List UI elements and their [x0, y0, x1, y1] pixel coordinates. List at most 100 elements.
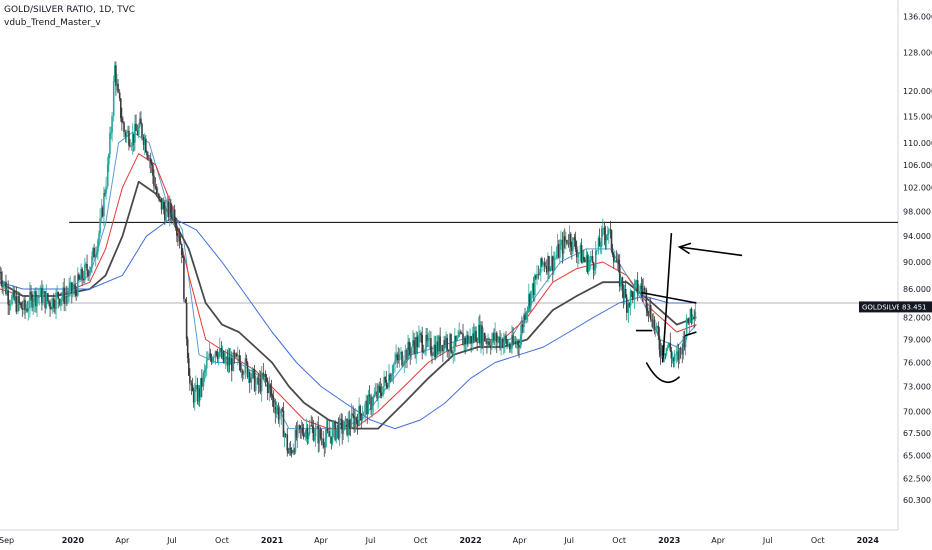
candle: [286, 427, 289, 457]
candle-body: [590, 256, 592, 261]
candle: [505, 330, 507, 344]
candle: [460, 329, 462, 335]
candle: [165, 199, 167, 222]
candle: [572, 237, 574, 254]
candle-body: [209, 353, 212, 358]
candle: [421, 326, 424, 360]
candle-body: [655, 325, 658, 328]
candle: [410, 346, 413, 360]
candle-body: [211, 357, 214, 363]
candle: [77, 267, 79, 298]
time-axis[interactable]: Sep 2020 Apr Jul Oct 2021 Apr Jul Oct 2022 Apr Jul O…: [0, 536, 879, 545]
candle: [356, 413, 359, 435]
candle-body: [432, 355, 434, 356]
candle: [238, 349, 241, 371]
candle-body: [516, 340, 518, 344]
candle-body: [431, 353, 433, 356]
candle: [629, 288, 632, 316]
candle: [26, 300, 29, 313]
candle: [292, 443, 295, 455]
candle-body: [408, 341, 410, 350]
candle-body: [653, 319, 656, 330]
candle-body: [197, 388, 200, 402]
candle: [224, 348, 227, 370]
candle-body: [79, 278, 81, 280]
candle: [409, 342, 412, 365]
candle: [446, 334, 449, 358]
arrow-head: [677, 242, 692, 255]
candle: [547, 252, 549, 283]
candle: [678, 347, 681, 364]
y-tick-label: 110.000: [903, 139, 932, 148]
candle-body: [156, 193, 159, 195]
candle-body: [402, 364, 404, 366]
candle-body: [694, 311, 697, 318]
candle-body: [12, 289, 14, 296]
candle-body: [630, 291, 633, 292]
candle: [198, 385, 201, 407]
candle: [653, 316, 656, 335]
candle-body: [524, 314, 526, 320]
candle-body: [545, 265, 548, 273]
candle: [185, 296, 188, 346]
candle: [467, 331, 469, 347]
candle-body: [689, 308, 692, 323]
candle: [464, 335, 466, 355]
candle: [666, 344, 669, 351]
candle-body: [99, 218, 101, 233]
candle: [216, 348, 219, 363]
candle-body: [414, 345, 416, 355]
candle: [514, 335, 517, 348]
candle: [280, 408, 283, 425]
candle-body: [20, 302, 23, 309]
candle-body: [155, 188, 158, 195]
candle-body: [317, 425, 320, 444]
candle-body: [189, 375, 191, 384]
candle: [137, 122, 140, 139]
candle-body: [19, 302, 21, 304]
candle: [302, 423, 305, 440]
candle-body: [678, 348, 681, 360]
candle: [450, 333, 452, 354]
candle-body: [102, 207, 104, 216]
candle-body: [565, 239, 567, 242]
candle-body: [162, 202, 165, 209]
candle: [488, 337, 490, 348]
candle-body: [69, 282, 71, 288]
candle: [143, 133, 146, 156]
candle-body: [262, 372, 265, 377]
candle-body: [442, 345, 444, 352]
candle-body: [449, 334, 451, 352]
candle-body: [245, 358, 248, 363]
candle-body: [534, 275, 536, 296]
candle-body: [592, 262, 595, 271]
candle-body: [380, 392, 383, 396]
candle: [590, 250, 592, 270]
candle-body: [557, 244, 560, 258]
candle: [376, 383, 378, 402]
candle-body: [322, 438, 324, 445]
candle-body: [50, 308, 52, 310]
candle: [466, 330, 468, 353]
indicator-label[interactable]: vdub_Trend_Master_v: [4, 18, 101, 28]
candle-body: [63, 287, 66, 304]
candle: [390, 373, 392, 382]
candle: [13, 286, 15, 302]
candle-body: [314, 427, 317, 437]
candle: [184, 298, 187, 304]
candle: [419, 329, 421, 343]
candle: [75, 285, 77, 301]
candle: [627, 300, 630, 323]
candle: [592, 261, 595, 280]
candle: [397, 347, 400, 364]
x-tick-label: Jul: [762, 536, 773, 545]
candle: [418, 325, 420, 349]
price-axis[interactable]: 136.000 128.000 120.000 115.000 110.000 106.0…: [903, 13, 932, 505]
candle-body: [670, 350, 673, 359]
candle: [53, 293, 55, 313]
candle: [517, 339, 519, 355]
candle-body: [549, 267, 552, 272]
candle-body: [514, 341, 517, 344]
candle: [180, 243, 183, 264]
